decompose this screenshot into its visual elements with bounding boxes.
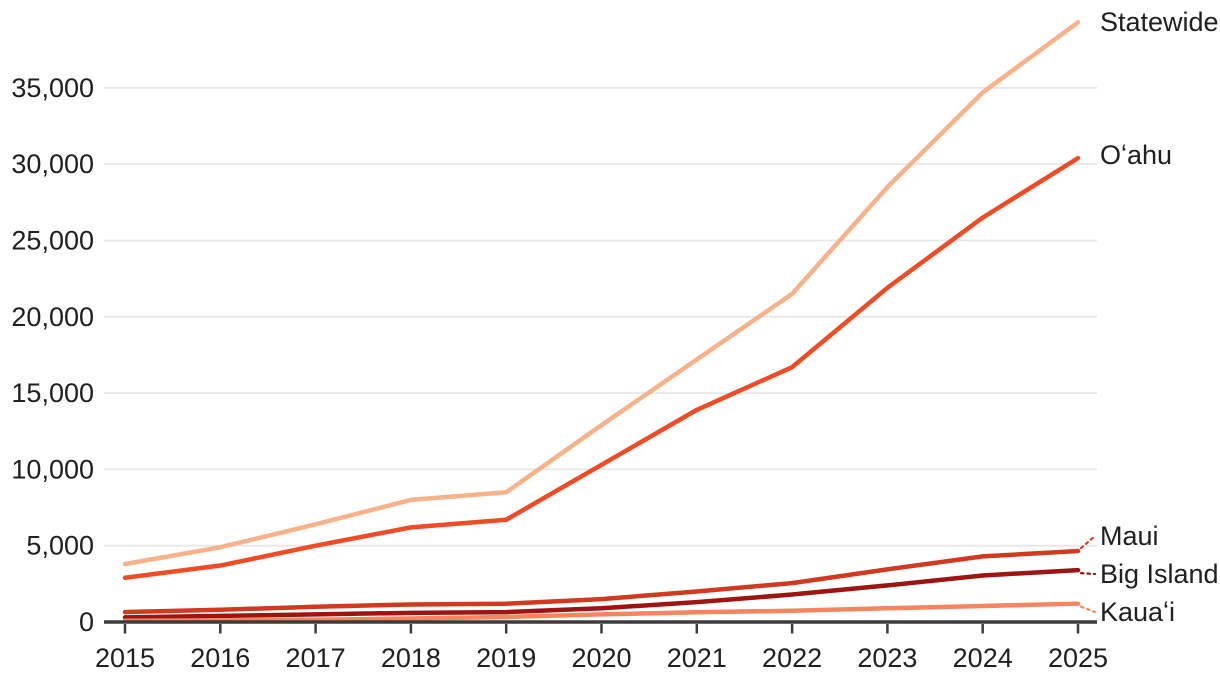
y-axis-tick-label: 30,000 — [11, 149, 94, 179]
leader-line — [1079, 605, 1097, 614]
series-line-big-island — [122, 567, 1081, 620]
y-axis-tick-label: 35,000 — [11, 73, 94, 103]
series-line-o-ahu — [122, 155, 1081, 580]
x-axis-tick-label: 2021 — [667, 643, 727, 673]
series-line-statewide — [122, 20, 1081, 567]
series-label-kaua-i: Kauaʻi — [1100, 597, 1175, 627]
x-axis-tick-label: 2024 — [953, 643, 1013, 673]
y-axis-tick-label: 25,000 — [11, 226, 94, 256]
x-axis-tick-label: 2023 — [857, 643, 917, 673]
x-axis-tick-label: 2017 — [286, 643, 346, 673]
x-axis-tick-label: 2019 — [476, 643, 536, 673]
leader-line — [1079, 534, 1097, 550]
series-line-maui — [122, 548, 1081, 615]
x-axis-tick-label: 2025 — [1048, 643, 1108, 673]
series-label-maui: Maui — [1100, 521, 1159, 551]
x-axis-tick-label: 2016 — [190, 643, 250, 673]
y-axis-tick-label: 5,000 — [26, 531, 94, 561]
x-axis-tick-label: 2020 — [571, 643, 631, 673]
series-line-kaua-i — [122, 601, 1081, 624]
series-label-statewide: Statewide — [1100, 7, 1219, 37]
x-axis-tick-label: 2018 — [381, 643, 441, 673]
y-axis-tick-label: 0 — [79, 607, 94, 637]
x-axis-tick-label: 2022 — [762, 643, 822, 673]
y-axis-tick-label: 15,000 — [11, 378, 94, 408]
leader-line — [1079, 572, 1097, 576]
series-label-o-ahu: Oʻahu — [1100, 140, 1172, 170]
y-axis-tick-label: 10,000 — [11, 454, 94, 484]
series-label-big-island: Big Island — [1100, 559, 1219, 589]
x-axis-tick-label: 2015 — [95, 643, 155, 673]
y-axis-tick-label: 20,000 — [11, 302, 94, 332]
